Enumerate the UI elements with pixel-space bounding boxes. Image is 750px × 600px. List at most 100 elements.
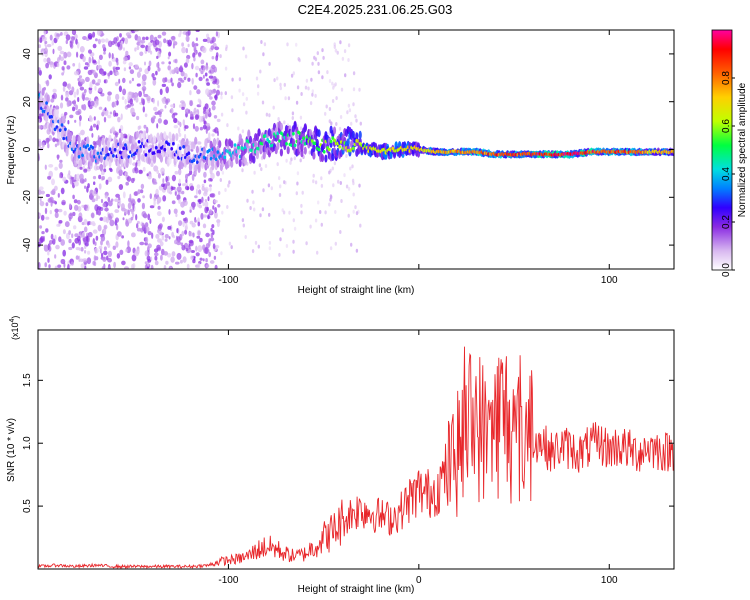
spectrogram-ridge-halo-cell [331,153,335,161]
spectrogram-noise-cell [253,170,256,175]
spectrogram-noise-cell [185,58,190,64]
spectrogram-noise-cell [264,164,268,168]
spectrogram-noise-cell [93,123,97,128]
spectrogram-noise-cell [195,72,198,78]
spectrogram-noise-cell [143,81,147,86]
spectrogram-noise-cell [181,46,187,54]
spectrogram-noise-cell [87,231,93,238]
spectrogram-noise-cell [249,206,252,210]
spectrogram-noise-cell [51,188,56,196]
spectrogram-noise-cell [292,71,295,76]
spectrogram-noise-cell [220,251,223,256]
spectrogram-noise-cell [190,111,193,117]
spectrogram-noise-cell [268,212,271,217]
spectrogram-noise-cell [193,107,197,114]
spectrogram-noise-cell [210,193,216,198]
spectrogram-noise-cell [39,37,43,43]
spectrogram-noise-cell [191,62,194,70]
spectrogram-noise-cell [186,186,190,191]
spectrogram-noise-cell [295,191,298,196]
spectrogram-noise-cell [108,213,111,218]
spectrogram-noise-cell [93,255,97,262]
spectrogram-noise-cell [125,181,129,186]
spectrogram-noise-cell [126,176,132,182]
spectrogram-noise-cell [144,61,146,66]
spectrogram-noise-cell [182,119,185,126]
spectrogram-noise-cell [152,77,157,81]
spectrogram-noise-cell [338,126,342,131]
spectrogram-noise-cell [197,245,203,253]
spectrogram-noise-cell [211,64,216,69]
spectrogram-noise-cell [262,188,265,193]
spectrogram-noise-cell [98,174,102,180]
spectrogram-noise-cell [121,37,125,42]
spectrogram-noise-cell [146,266,150,269]
colorbar: 0.0 0.2 0.4 0.6 0.8 Normalized spectral ampl… [711,29,748,277]
spectrogram-noise-cell [107,91,112,96]
spectrogram-noise-cell [201,196,204,203]
spectrogram-noise-cell [314,57,318,62]
spectrogram-noise-cell [220,91,223,96]
spectrogram-noise-cell [132,112,136,116]
spectrogram-noise-cell [189,90,192,96]
spectrogram-noise-cell [182,256,187,263]
colorbar-gradient [711,29,733,271]
spectrogram-panel: -100 100 -40 -20 0 20 40 Height of straight li… [6,29,675,296]
spectrogram-noise-cell [52,238,56,245]
spectrogram-ridge-cell [285,142,288,146]
spectrogram-noise-cell [68,213,73,220]
spectrogram-noise-cell [57,57,60,63]
spectrogram-noise-cell [199,237,203,243]
spectrogram-noise-cell [241,218,245,223]
spectrogram-ridge-halo-cell [168,131,172,140]
spectrogram-noise-cell [299,158,302,163]
spectrogram-noise-cell [38,118,41,123]
spectrogram-noise-cell [73,91,77,98]
spectrogram-noise-cell [337,179,340,184]
spectrogram-noise-cell [79,173,84,180]
spectrogram-noise-cell [78,75,83,79]
spectrogram-noise-cell [70,261,74,266]
spectrogram-noise-cell [206,37,211,44]
spectrogram-ridge-halo-cell [142,130,146,139]
spectrogram-ridge-halo-cell [115,140,119,149]
spectrogram-noise-cell [155,233,160,239]
spectrogram-noise-cell [170,77,173,83]
spectrogram-noise-cell [107,176,113,183]
spectrogram-ridge-cell [81,153,84,158]
spectrogram-noise-cell [83,218,88,225]
spectrogram-noise-cell [97,224,102,232]
spectrogram-noise-cell [334,82,337,87]
spectrogram-noise-cell [138,169,143,174]
spectrogram-ridge-cell [223,155,227,160]
spectrogram-noise-cell [78,62,81,69]
spectrogram-noise-cell [69,114,74,119]
spectrogram-noise-cell [143,213,148,219]
spectrogram-ridge-halo-cell [324,154,328,163]
spectrogram-noise-cell [92,59,97,64]
spectrogram-noise-cell [300,203,303,208]
spectrogram-noise-cell [212,243,216,250]
spectrogram-ridge-halo-cell [248,135,253,144]
spectrogram-noise-cell [173,125,178,129]
spectrogram-noise-cell [50,98,55,103]
spectrogram-noise-cell [207,214,210,220]
spectrogram-ridge-halo-cell [255,151,259,160]
spectrogram-noise-cell [340,199,343,203]
spectrogram-noise-cell [296,85,300,90]
spectrogram-noise-cell [48,264,51,269]
spectrogram-noise-cell [343,49,347,54]
spectrogram-noise-cell [171,82,174,87]
spectrogram-noise-cell [189,209,192,213]
spectrogram-ridge-cell [118,150,122,155]
spectrogram-noise-cell [140,39,146,44]
spectrogram-noise-cell [116,253,121,259]
spectrogram-noise-cell [171,200,176,205]
snr-y-tick-label: 0.5 [22,499,33,513]
spectrogram-ridge-cell [86,143,90,148]
spectrogram-noise-cell [60,258,66,265]
spectrogram-ridge-halo-cell [86,136,90,145]
spectrogram-noise-cell [94,85,97,91]
spectrogram-ridge-halo-cell [144,146,148,155]
spectrogram-ridge-halo-cell [135,130,139,139]
